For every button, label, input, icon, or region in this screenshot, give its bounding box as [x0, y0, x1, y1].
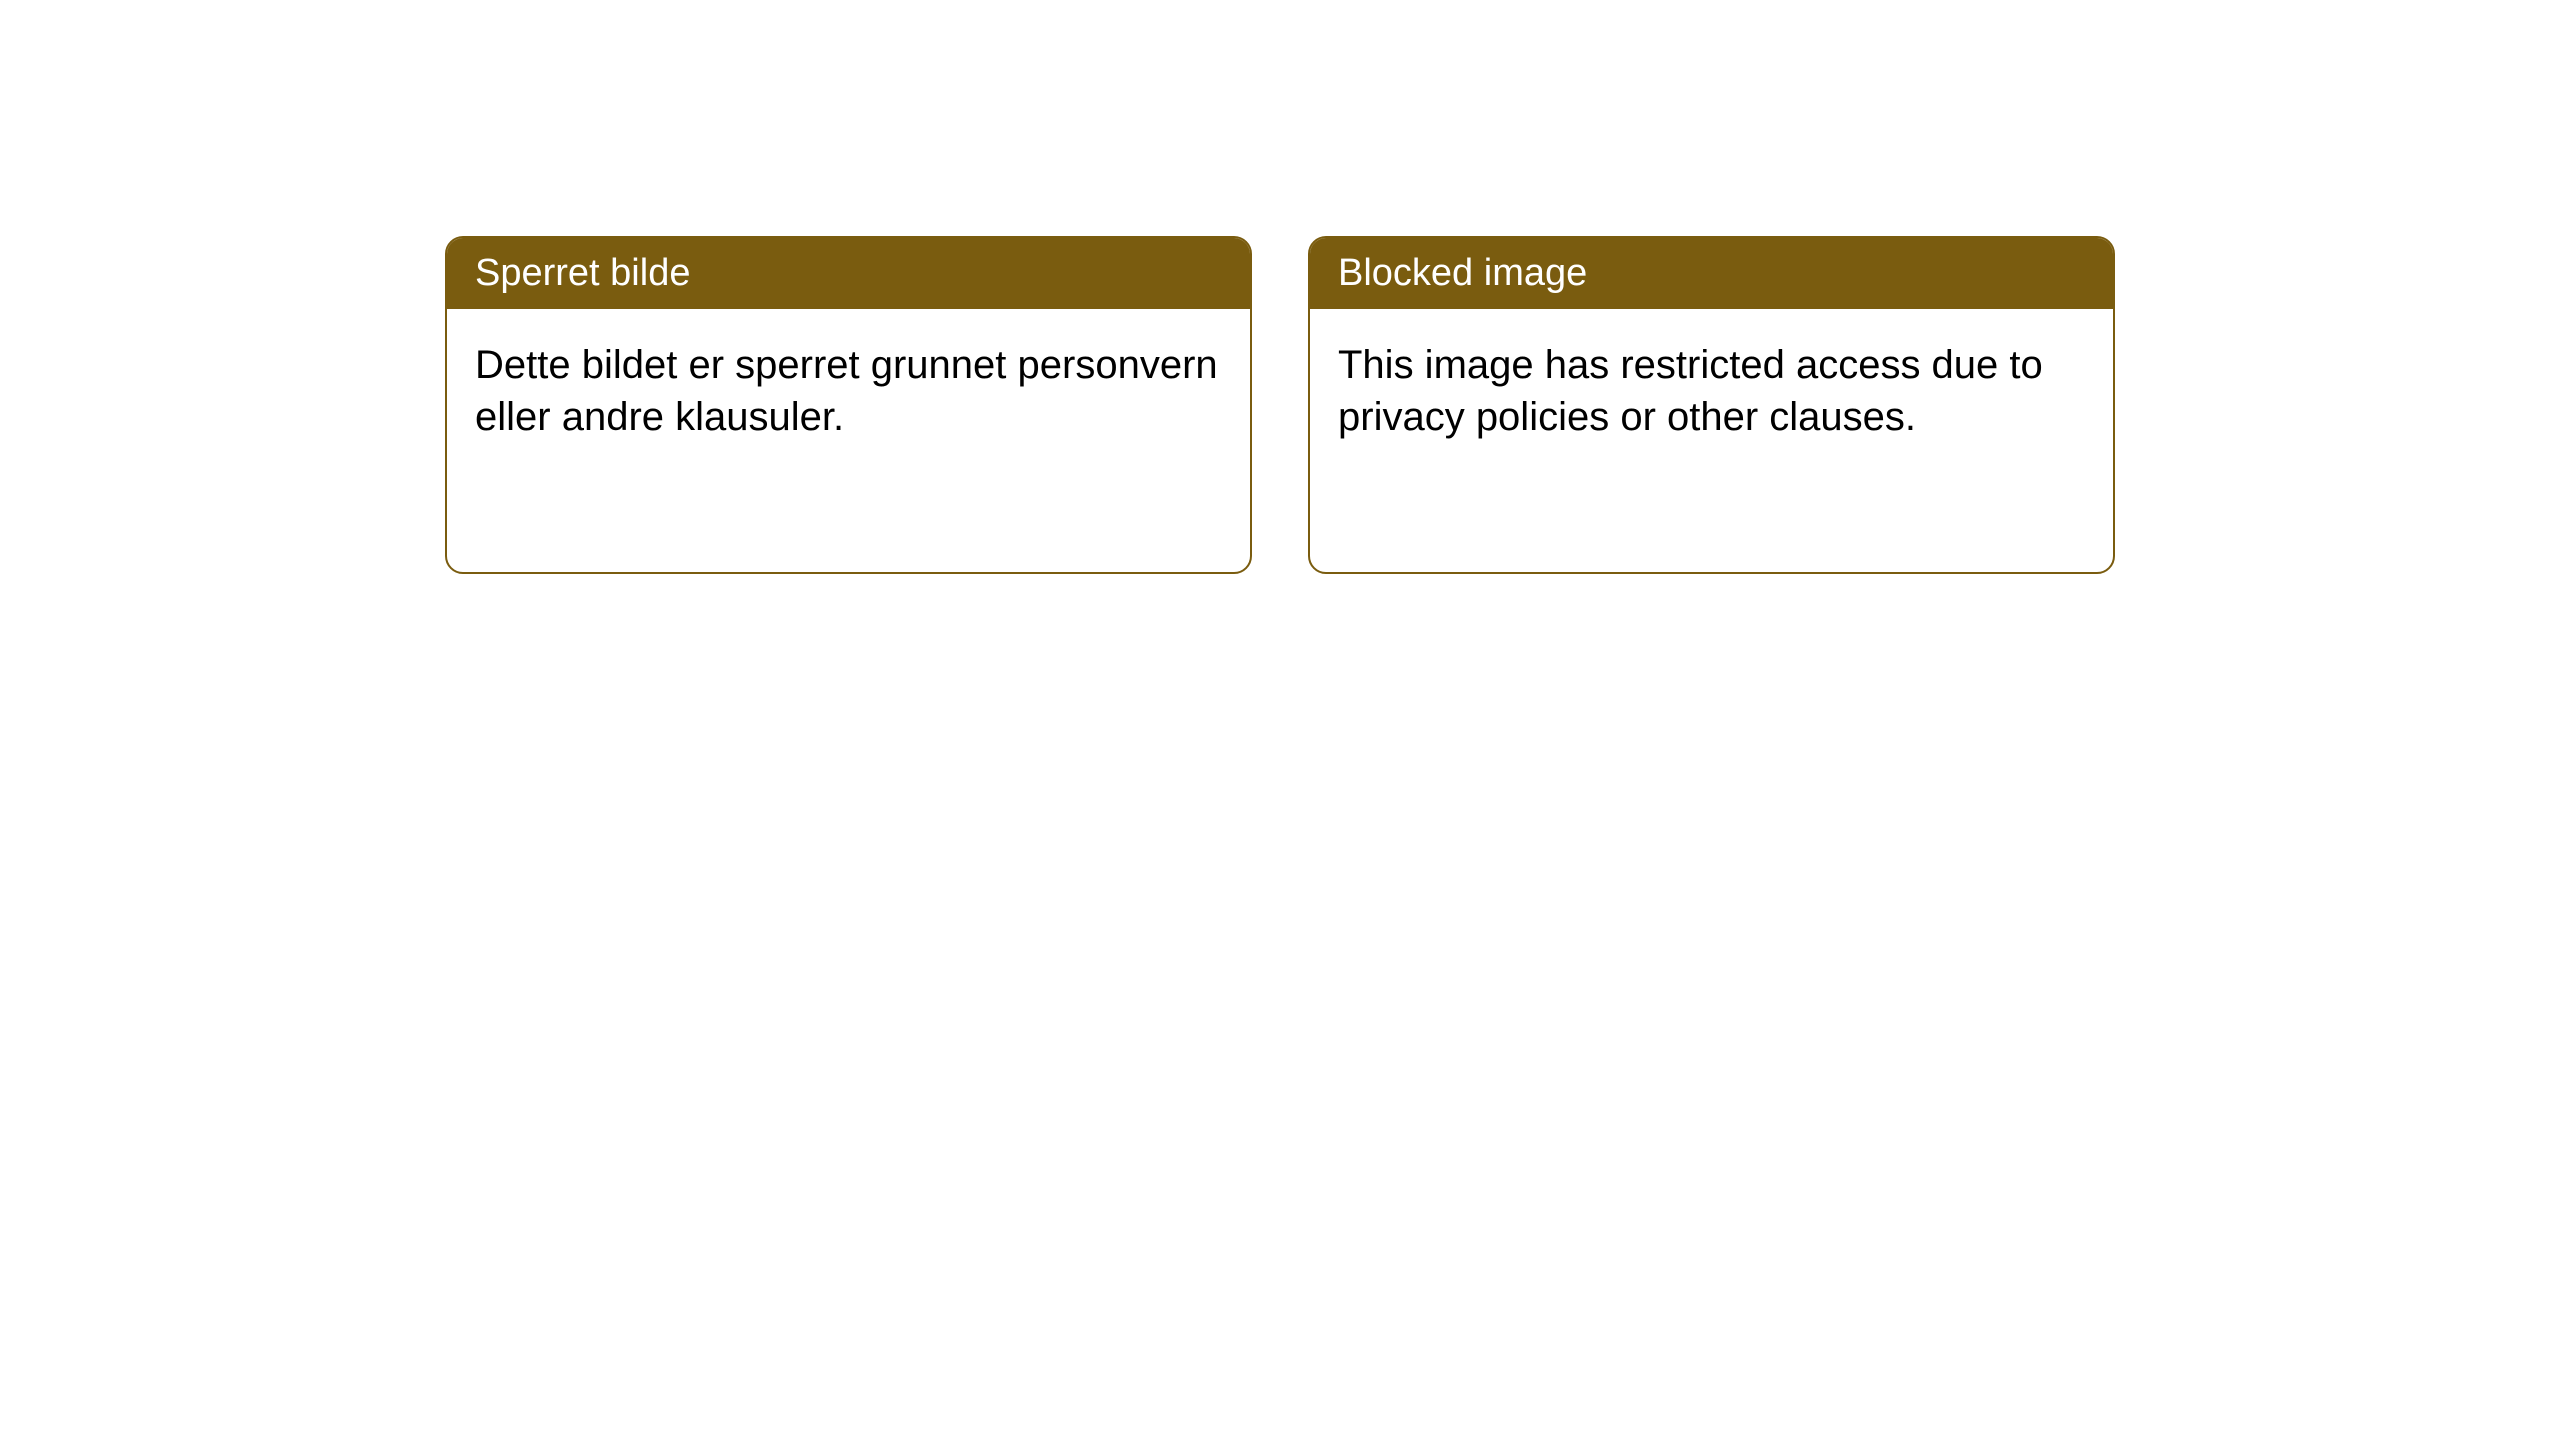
notice-header: Blocked image — [1310, 238, 2113, 309]
notice-header: Sperret bilde — [447, 238, 1250, 309]
notice-container: Sperret bilde Dette bildet er sperret gr… — [0, 0, 2560, 574]
notice-card-norwegian: Sperret bilde Dette bildet er sperret gr… — [445, 236, 1252, 574]
notice-title: Sperret bilde — [475, 252, 690, 294]
notice-card-english: Blocked image This image has restricted … — [1308, 236, 2115, 574]
notice-text: This image has restricted access due to … — [1338, 343, 2043, 439]
notice-title: Blocked image — [1338, 252, 1587, 294]
notice-text: Dette bildet er sperret grunnet personve… — [475, 343, 1218, 439]
notice-body: Dette bildet er sperret grunnet personve… — [447, 309, 1250, 473]
notice-body: This image has restricted access due to … — [1310, 309, 2113, 473]
